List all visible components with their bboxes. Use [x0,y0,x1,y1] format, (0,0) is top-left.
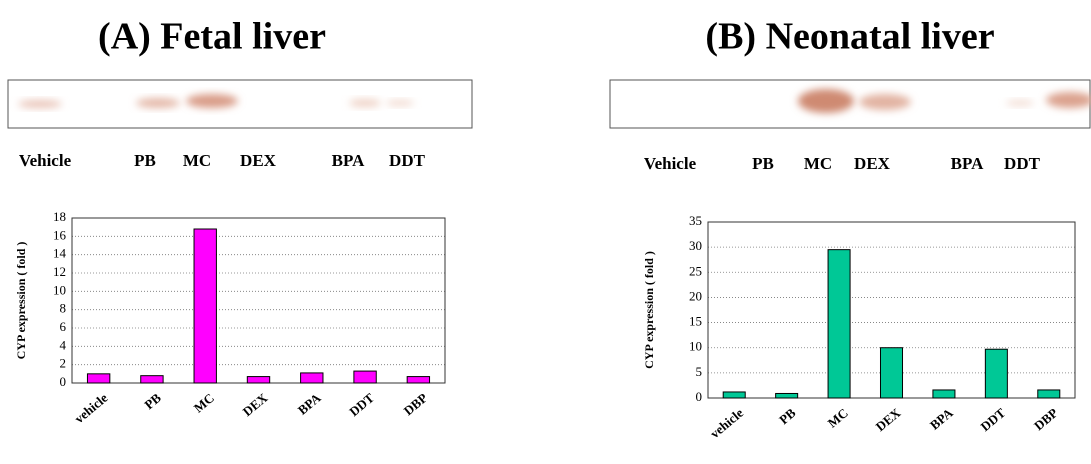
figure: (A) Fetal liver Vehicle PB MC DEX BPA DDT 0 2 4 6 8… [0,0,1091,464]
band [18,100,62,108]
x-tick-label: DBP [1031,405,1061,433]
bar [723,392,745,398]
blot-a [8,80,472,128]
y-tick-label: 0 [60,374,67,389]
x-tick-label: DDT [978,405,1009,434]
blot-label: Vehicle [644,154,697,173]
bar [985,349,1007,398]
y-tick-label: 15 [689,314,702,329]
blot-label: BPA [951,154,984,173]
plot-frame [72,218,445,383]
y-tick-label: 10 [689,339,702,354]
blot-label: DDT [1004,154,1041,173]
bar [933,390,955,398]
blot-label: PB [752,154,774,173]
x-tick-label: PB [776,405,799,427]
bar [776,393,798,398]
band [859,94,911,110]
bar [247,377,269,383]
x-tick-label: BPA [927,405,956,433]
bar [407,377,429,383]
x-tick-label: MC [825,405,851,430]
y-tick-label: 30 [689,238,702,253]
blot-label: DDT [389,151,426,170]
y-tick-label: 12 [53,264,66,279]
y-tick-label: 2 [60,356,67,371]
y-tick-label: 35 [689,213,702,228]
bar [1038,390,1060,398]
blot-label: DEX [854,154,891,173]
blot-label: PB [134,151,156,170]
y-tick-label: 25 [689,263,702,278]
band [136,98,180,108]
bar [828,250,850,398]
y-tick-label: 6 [60,319,67,334]
y-axis-label: CYP expression ( fold ) [642,251,656,369]
bar [194,229,216,383]
x-tick-label: DDT [346,390,377,419]
x-tick-label: BPA [295,390,324,418]
blot-label: Vehicle [19,151,72,170]
y-tick-label: 18 [53,209,66,224]
bar [301,373,323,383]
y-axis-label: CYP expression ( fold ) [14,242,28,360]
x-tick-label: vehicle [707,405,746,441]
y-tick-label: 10 [53,282,66,297]
x-tick-label: MC [191,390,217,415]
blot-label: BPA [332,151,365,170]
blot-label: DEX [240,151,277,170]
bar [880,348,902,398]
blot-label: MC [183,151,211,170]
y-tick-label: 5 [696,364,703,379]
y-tick-label: 4 [60,337,67,352]
y-tick-label: 14 [53,246,67,261]
y-tick-label: 20 [689,288,702,303]
chart-title: (A) Fetal liver [98,16,326,58]
blot-label: MC [804,154,832,173]
y-tick-label: 0 [696,389,703,404]
band [1006,100,1034,106]
x-tick-label: vehicle [72,390,111,426]
y-tick-label: 16 [53,227,67,242]
bar [354,371,376,383]
bar [87,374,109,383]
x-tick-label: PB [141,390,164,412]
chart-title: (B) Neonatal liver [705,16,994,58]
band [349,99,381,107]
x-tick-label: DEX [873,405,904,435]
band [386,100,414,106]
band [186,94,238,108]
bar [141,376,163,383]
blot-b [610,80,1091,128]
x-tick-label: DBP [401,390,431,418]
band [798,89,854,113]
y-tick-label: 8 [60,301,67,316]
x-tick-label: DEX [240,390,271,420]
